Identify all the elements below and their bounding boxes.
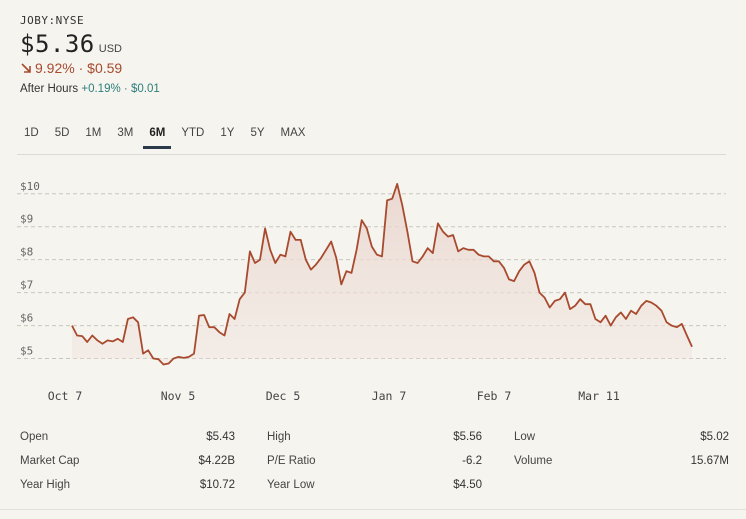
stats-row: Open $5.43 High $5.56 Low $5.02: [20, 425, 730, 449]
stat-label: Year High: [20, 479, 71, 491]
after-hours: After Hours +0.19% · $0.01: [20, 83, 160, 95]
y-axis-labels: $10 $9 $8 $7 $6 $5: [20, 180, 40, 358]
y-tick-label: $8: [20, 246, 33, 259]
after-hours-percent: +0.19%: [81, 83, 121, 95]
change-amount: $0.59: [87, 60, 123, 76]
stat-value: $4.22B: [198, 455, 235, 467]
y-tick-label: $6: [20, 312, 33, 325]
price-chart[interactable]: $10 $9 $8 $7 $6 $5 Oct 7 Nov 5 Dec 5 Jan 7 Feb 7 M…: [0, 160, 746, 410]
stat-value: $4.50: [453, 479, 482, 491]
x-tick-label: Oct 7: [48, 389, 83, 403]
stats-row: Market Cap $4.22B P/E Ratio -6.2 Volume …: [20, 449, 730, 473]
tab-max[interactable]: MAX: [280, 127, 306, 139]
price-area-fill: [72, 183, 692, 365]
tab-1d[interactable]: 1D: [24, 127, 39, 139]
tab-3m[interactable]: 3M: [117, 127, 134, 139]
y-tick-label: $10: [20, 180, 40, 193]
x-tick-label: Nov 5: [161, 389, 196, 403]
stat-year-low: Year Low $4.50: [267, 479, 482, 491]
stat-year-high: Year High $10.72: [20, 479, 235, 491]
x-tick-label: Dec 5: [266, 389, 301, 403]
time-range-tabs: 1D 5D 1M 3M 6M YTD 1Y 5Y MAX: [17, 123, 314, 149]
key-stats: Open $5.43 High $5.56 Low $5.02 Market C…: [20, 425, 730, 497]
stat-volume: Volume 15.67M: [514, 455, 729, 467]
x-tick-label: Mar 11: [578, 389, 620, 403]
stat-label: Low: [514, 431, 536, 443]
stat-label: High: [267, 431, 291, 443]
change-percent: 9.92%: [35, 60, 75, 76]
currency-label: USD: [98, 43, 122, 55]
y-tick-label: $7: [20, 279, 33, 292]
stat-value: $5.56: [453, 431, 482, 443]
stat-open: Open $5.43: [20, 431, 235, 443]
after-hours-label: After Hours: [20, 83, 79, 95]
stat-label: Year Low: [267, 479, 315, 491]
tab-1m[interactable]: 1M: [85, 127, 102, 139]
price-line: [71, 183, 693, 366]
x-tick-label: Feb 7: [477, 389, 512, 403]
stats-row: Year High $10.72 Year Low $4.50: [20, 473, 730, 497]
stat-pe-ratio: P/E Ratio -6.2: [267, 455, 482, 467]
x-axis-labels: Oct 7 Nov 5 Dec 5 Jan 7 Feb 7 Mar 11: [48, 389, 620, 403]
stat-value: 15.67M: [690, 455, 729, 467]
tab-1y[interactable]: 1Y: [220, 127, 235, 139]
stat-value: -6.2: [462, 455, 482, 467]
stat-label: Market Cap: [20, 455, 80, 467]
tab-ytd[interactable]: YTD: [181, 127, 205, 139]
stat-low: Low $5.02: [514, 431, 729, 443]
stat-label: P/E Ratio: [267, 455, 316, 467]
after-hours-separator: ·: [123, 83, 128, 95]
tab-divider: [17, 154, 726, 155]
current-price: $5.36: [20, 30, 95, 58]
stat-value: $5.02: [700, 431, 729, 443]
tab-5d[interactable]: 5D: [54, 127, 70, 139]
ticker-symbol: JOBY:NYSE: [20, 14, 85, 27]
stat-value: $10.72: [199, 479, 235, 491]
price-change: 9.92% · $0.59: [20, 60, 122, 76]
y-tick-label: $9: [20, 213, 33, 226]
arrow-down-right-icon: [21, 63, 31, 73]
stat-high: High $5.56: [267, 431, 482, 443]
after-hours-amount: $0.01: [130, 83, 160, 95]
change-separator: ·: [78, 60, 84, 76]
stat-label: Volume: [514, 455, 553, 467]
stat-value: $5.43: [206, 431, 235, 443]
tab-5y[interactable]: 5Y: [250, 127, 265, 139]
stat-label: Open: [20, 431, 49, 443]
stat-market-cap: Market Cap $4.22B: [20, 455, 235, 467]
y-tick-label: $5: [20, 345, 33, 358]
x-tick-label: Jan 7: [372, 389, 407, 403]
bottom-divider: [0, 509, 746, 510]
tab-6m[interactable]: 6M: [142, 123, 172, 149]
price-row: $5.36 USD: [20, 30, 122, 58]
